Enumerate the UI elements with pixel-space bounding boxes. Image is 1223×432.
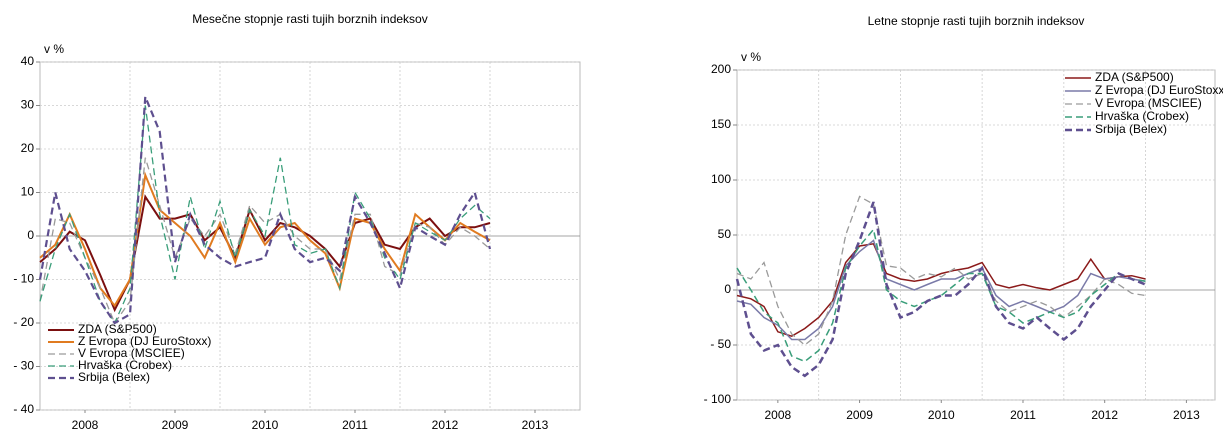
legend-label: ZDA (S&P500) xyxy=(78,322,157,336)
legend-label: Hrvaška (Crobex) xyxy=(78,358,172,372)
series-line xyxy=(735,201,1146,378)
y-tick-label: 200 xyxy=(711,62,731,76)
legend-label: Srbija (Belex) xyxy=(1095,122,1167,136)
x-tick-label: 2009 xyxy=(846,408,873,422)
y-unit: v % xyxy=(44,42,64,56)
chart-title: Letne stopnje rasti tujih borznih indeks… xyxy=(868,14,1085,28)
legend-label: ZDA (S&P500) xyxy=(1095,70,1174,84)
y-tick-label: - 10 xyxy=(13,272,34,286)
x-tick-label: 2012 xyxy=(432,418,459,432)
y-tick-label: - 30 xyxy=(13,359,34,373)
y-tick-label: 40 xyxy=(21,54,35,68)
x-tick-label: 2011 xyxy=(1010,408,1036,422)
y-tick-label: 100 xyxy=(711,172,731,186)
legend-label: V Evropa (MSCIEE) xyxy=(78,346,185,360)
series-line xyxy=(736,195,1146,346)
x-tick-label: 2013 xyxy=(1173,408,1200,422)
y-tick-label: - 100 xyxy=(704,392,732,406)
x-tick-label: 2013 xyxy=(522,418,549,432)
y-unit: v % xyxy=(741,50,761,64)
legend-label: Z Evropa (DJ EuroStoxx) xyxy=(1095,83,1223,97)
legend-label: Z Evropa (DJ EuroStoxx) xyxy=(78,334,211,348)
y-tick-label: - 20 xyxy=(13,315,34,329)
y-tick-label: 0 xyxy=(724,282,731,296)
y-tick-label: 30 xyxy=(21,98,35,112)
y-tick-label: 20 xyxy=(21,141,35,155)
legend-label: Hrvaška (Crobex) xyxy=(1095,109,1189,123)
y-tick-label: - 50 xyxy=(710,337,731,351)
series-line xyxy=(736,242,1146,338)
series-line xyxy=(736,227,1146,363)
series-line xyxy=(38,96,492,325)
x-tick-label: 2010 xyxy=(928,408,955,422)
x-tick-label: 2008 xyxy=(765,408,792,422)
y-tick-label: 0 xyxy=(27,228,34,242)
series-line xyxy=(39,194,491,313)
y-tick-label: - 40 xyxy=(13,402,34,416)
y-tick-label: 50 xyxy=(718,227,732,241)
y-tick-label: 10 xyxy=(21,185,35,199)
x-tick-label: 2011 xyxy=(342,418,368,432)
y-tick-label: 150 xyxy=(711,117,731,131)
chart-title: Mesečne stopnje rasti tujih borznih inde… xyxy=(192,12,427,26)
legend-label: V Evropa (MSCIEE) xyxy=(1095,96,1202,110)
x-tick-label: 2009 xyxy=(162,418,189,432)
series-line xyxy=(736,239,1146,341)
x-tick-label: 2012 xyxy=(1091,408,1118,422)
x-tick-label: 2010 xyxy=(252,418,279,432)
x-tick-label: 2008 xyxy=(72,418,99,432)
series-line xyxy=(39,171,491,308)
legend-label: Srbija (Belex) xyxy=(78,370,150,384)
